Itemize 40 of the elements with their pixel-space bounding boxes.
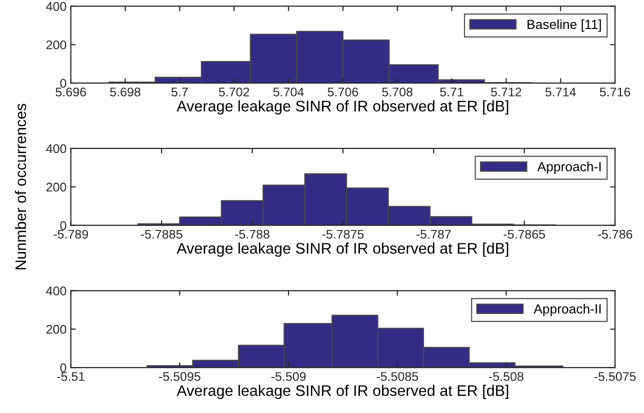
y-tick-label: 200 bbox=[46, 182, 66, 192]
x-tick-label: 5.696 bbox=[56, 88, 86, 96]
y-tick-label: 0 bbox=[60, 78, 66, 88]
y-tick-label: 400 bbox=[46, 286, 66, 296]
x-tick-label: -5.7875 bbox=[322, 230, 364, 239]
y-tick-label: 200 bbox=[46, 40, 66, 50]
y-tick-label: 400 bbox=[46, 144, 66, 154]
legend-label: Baseline [11] bbox=[528, 19, 601, 32]
x-axis-title: Average leakage SINR of IR observed at ER [dB] bbox=[176, 100, 508, 115]
legend-label: Approach-I bbox=[537, 162, 601, 174]
x-tick-label: -5.7865 bbox=[504, 230, 545, 239]
x-tick-label: -5.786 bbox=[598, 230, 632, 239]
y-axis-title: Nunmber of occurrences bbox=[14, 104, 26, 270]
y-tick-label: 0 bbox=[60, 363, 66, 372]
legend-label: Approach-II bbox=[534, 304, 601, 316]
x-tick-label: 5.702 bbox=[218, 88, 250, 96]
x-tick-label: 5.704 bbox=[273, 88, 304, 96]
x-tick-label: 5.714 bbox=[545, 88, 576, 96]
x-tick-label: -5.51 bbox=[57, 372, 84, 381]
x-tick-label: 5.698 bbox=[110, 88, 140, 96]
x-tick-label: 5.716 bbox=[600, 88, 630, 96]
x-tick-label: -5.508 bbox=[489, 372, 524, 381]
x-tick-label: -5.509 bbox=[271, 372, 306, 381]
x-tick-label: -5.5095 bbox=[159, 372, 200, 381]
y-tick-label: 0 bbox=[60, 221, 66, 230]
x-axis-title: Average leakage SINR of IR observed at ER [dB] bbox=[176, 242, 508, 257]
x-tick-label: 5.71 bbox=[440, 88, 464, 96]
x-tick-label: 5.708 bbox=[382, 88, 412, 96]
x-tick-label: 5.712 bbox=[491, 88, 522, 96]
y-tick-label: 200 bbox=[46, 324, 66, 334]
x-tick-label: -5.5075 bbox=[594, 372, 636, 381]
y-tick-label: 400 bbox=[46, 2, 66, 11]
x-tick-label: 5.7 bbox=[171, 88, 188, 96]
x-tick-label: -5.7885 bbox=[140, 230, 182, 239]
x-axis-title: Average leakage SINR of IR observed at ER [dB] bbox=[176, 384, 508, 400]
x-tick-label: -5.789 bbox=[54, 230, 88, 239]
x-tick-label: 5.706 bbox=[328, 88, 358, 96]
x-tick-label: -5.788 bbox=[235, 230, 270, 239]
x-tick-label: -5.787 bbox=[416, 230, 451, 239]
x-tick-label: -5.5085 bbox=[376, 372, 418, 381]
